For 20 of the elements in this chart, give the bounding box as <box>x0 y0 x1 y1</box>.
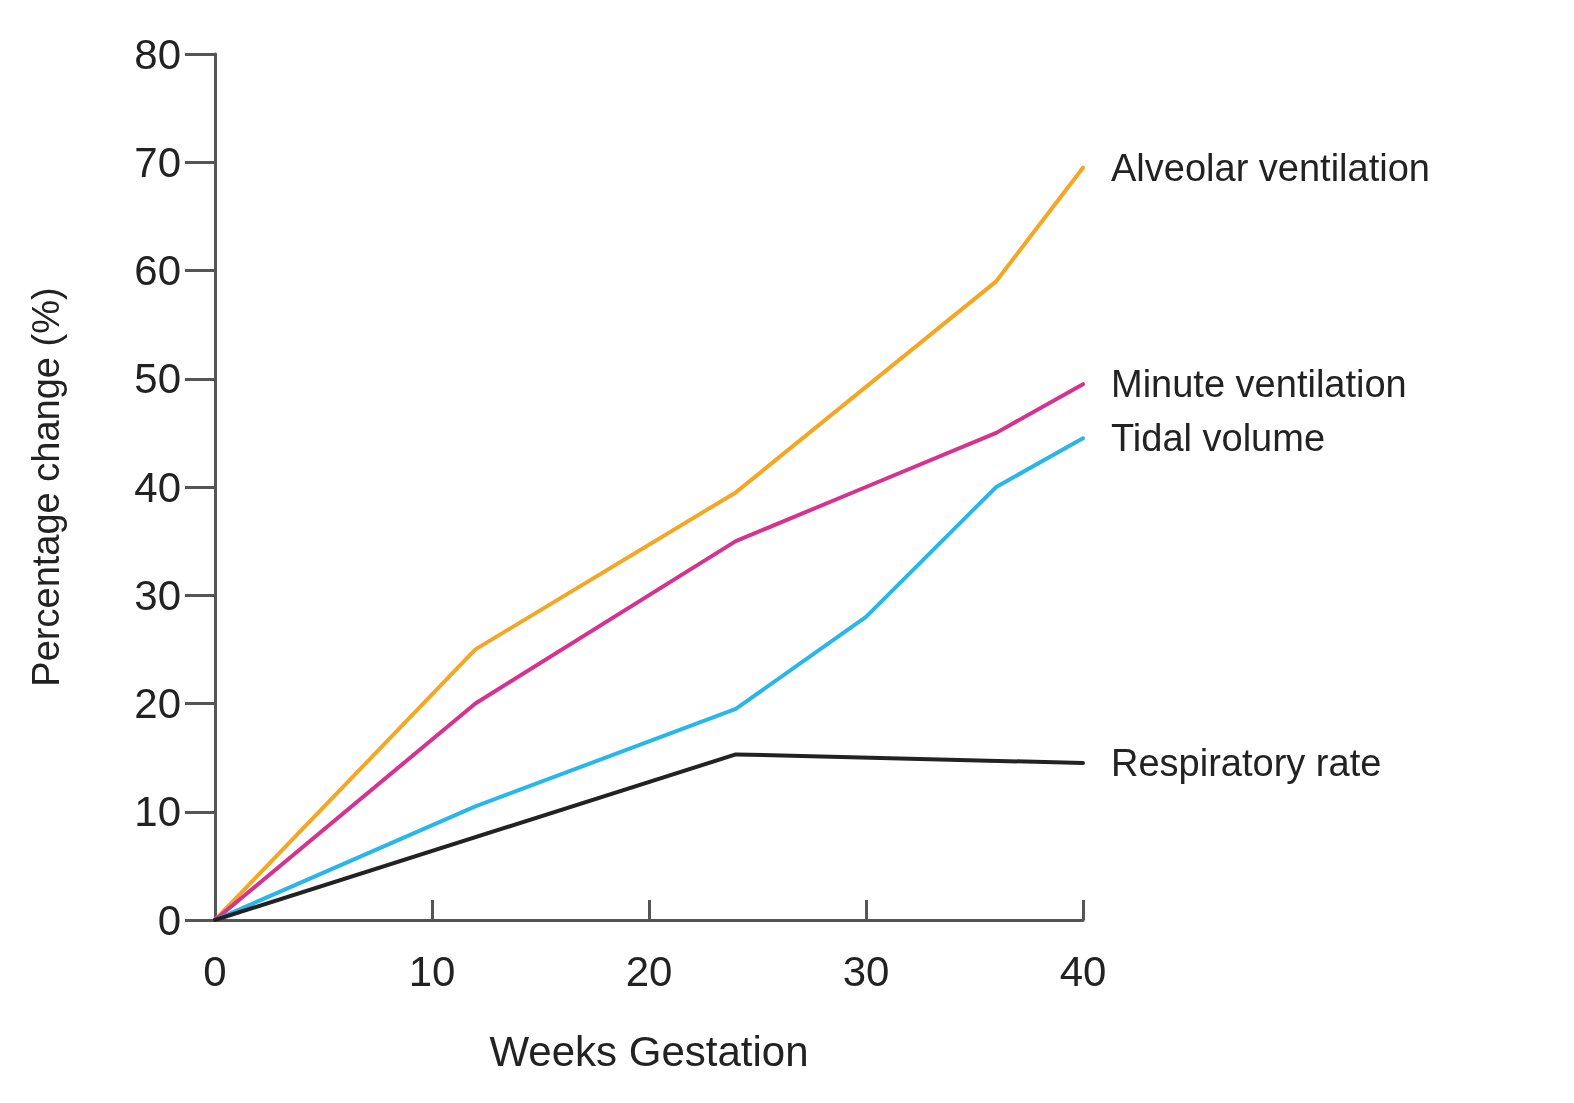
series-label: Minute ventilation <box>1111 363 1407 406</box>
y-tick-label: 0 <box>157 896 181 944</box>
series-label: Alveolar ventilation <box>1111 146 1430 189</box>
y-tick-label: 10 <box>134 788 181 836</box>
y-axis-title: Percentage change (%) <box>25 287 67 687</box>
series-label: Tidal volume <box>1111 417 1326 460</box>
x-tick-label: 0 <box>203 947 227 995</box>
x-axis-title: Weeks Gestation <box>489 1027 809 1075</box>
y-tick-label: 50 <box>134 355 181 403</box>
y-tick-label: 20 <box>134 680 181 727</box>
series-label: Respiratory rate <box>1111 742 1382 785</box>
x-tick-label: 30 <box>842 947 890 995</box>
y-tick-label: 80 <box>134 30 181 78</box>
y-tick-label: 60 <box>134 247 181 294</box>
y-tick-label: 40 <box>134 463 181 511</box>
x-tick-label: 20 <box>625 947 673 995</box>
y-tick-label: 70 <box>134 138 181 186</box>
x-tick-label: 40 <box>1059 947 1107 995</box>
y-tick-label: 30 <box>134 571 181 619</box>
x-tick-label: 10 <box>408 947 456 995</box>
